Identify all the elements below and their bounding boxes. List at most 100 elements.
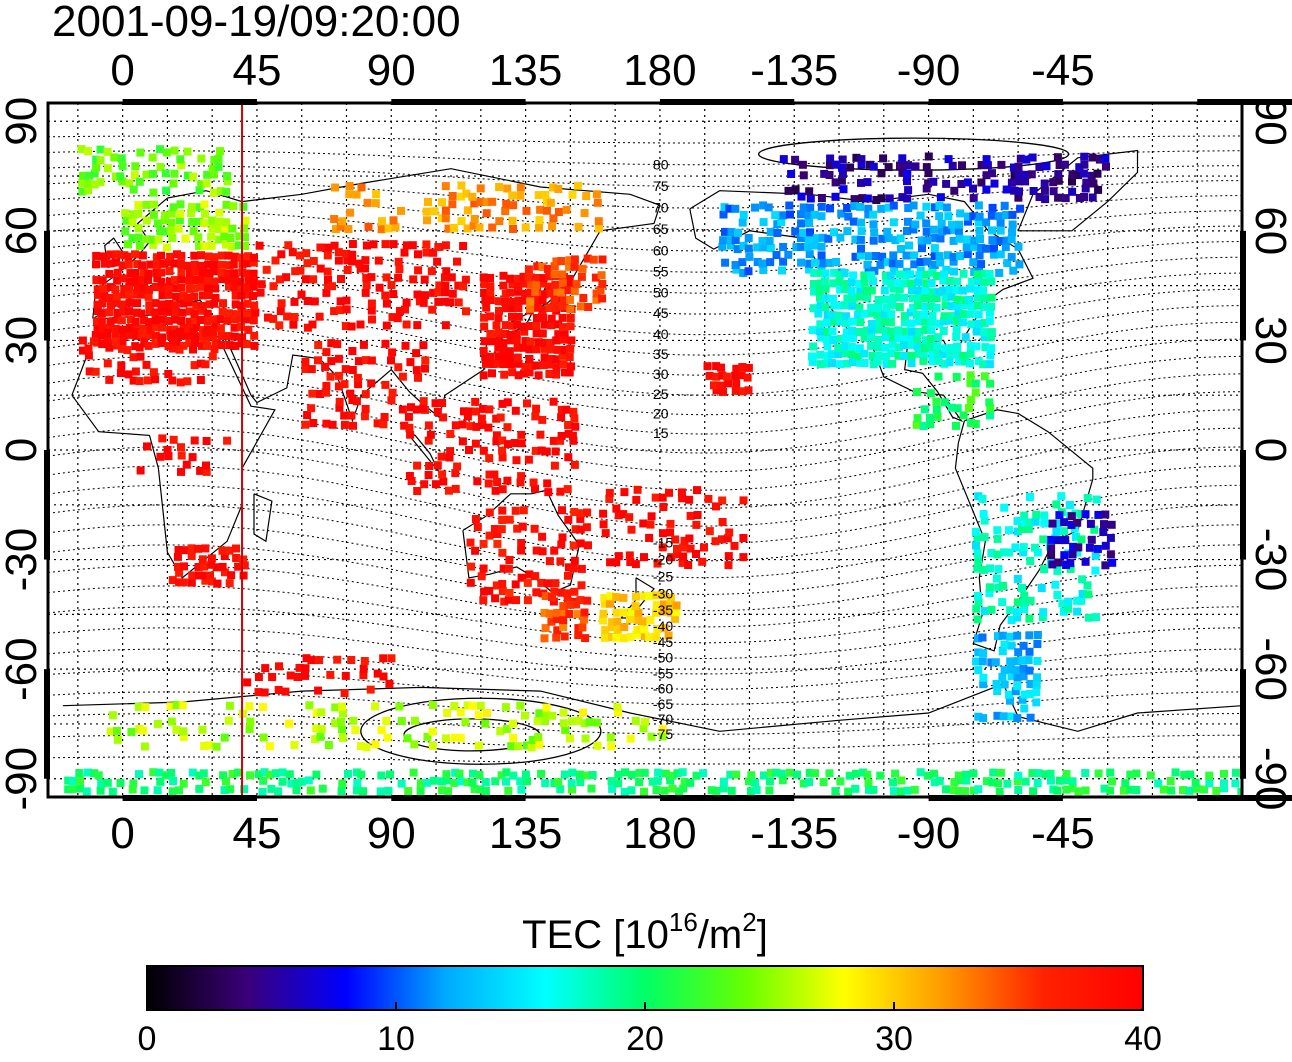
isoline-label: 60 [653, 242, 669, 258]
tec-sample [1074, 171, 1082, 180]
tec-sample [805, 259, 814, 268]
tec-sample [980, 372, 989, 381]
tec-sample [469, 221, 478, 230]
tec-sample [315, 656, 324, 665]
tec-sample [243, 299, 252, 308]
tec-sample [732, 379, 741, 388]
tec-sample [959, 310, 968, 319]
tec-sample [986, 351, 995, 360]
tec-sample [177, 275, 186, 284]
tec-sample [201, 209, 210, 218]
tec-sample [421, 356, 430, 365]
tec-sample [348, 396, 357, 404]
tec-sample [317, 708, 326, 717]
tec-sample [913, 335, 922, 344]
tec-sample [1053, 786, 1062, 795]
tec-sample [551, 355, 560, 364]
tec-sample [368, 315, 376, 324]
tec-sample [170, 169, 179, 178]
tec-sample [262, 265, 271, 274]
tec-sample [897, 245, 905, 253]
tec-sample [758, 237, 767, 245]
frame-tick-bottom [391, 795, 526, 801]
tec-sample [816, 320, 825, 329]
tec-sample [645, 533, 654, 542]
tec-sample [887, 349, 896, 358]
tec-sample [490, 525, 499, 533]
lon-tick-label-bottom: -45 [1031, 809, 1095, 858]
tec-sample [791, 185, 800, 194]
tec-sample [416, 779, 425, 788]
tec-sample [889, 293, 898, 302]
tec-sample [1106, 786, 1115, 795]
tec-sample [841, 342, 850, 351]
tec-sample [438, 777, 446, 786]
tec-sample [121, 209, 130, 218]
tec-sample [999, 712, 1008, 721]
tec-sample [1084, 590, 1093, 599]
tec-sample [732, 770, 741, 779]
tec-sample [576, 539, 585, 548]
tec-sample [765, 777, 774, 786]
tec-sample [993, 711, 1002, 720]
tec-sample [947, 316, 955, 325]
tec-sample [261, 664, 270, 673]
tec-sample [967, 320, 976, 329]
tec-sample [914, 278, 923, 287]
tec-sample [505, 347, 514, 356]
tec-sample [296, 266, 305, 275]
tec-sample [620, 634, 629, 643]
magnetic-isoline [48, 606, 1242, 660]
tec-sample [493, 478, 502, 486]
tec-sample [538, 547, 547, 556]
magnetic-isoline [48, 484, 1242, 562]
tec-sample [523, 777, 531, 786]
tec-sample [334, 248, 343, 257]
tec-sample [765, 786, 774, 795]
tec-sample [120, 290, 129, 299]
tec-sample [499, 564, 508, 573]
tec-sample [869, 162, 878, 171]
tec-sample [412, 366, 421, 375]
tec-sample [337, 275, 345, 283]
tec-sample [210, 299, 219, 308]
tec-sample [181, 546, 190, 555]
tec-sample [874, 296, 883, 304]
tec-sample [862, 326, 871, 335]
tec-sample [935, 776, 944, 785]
tec-sample [168, 234, 177, 242]
tec-sample [589, 255, 598, 264]
tec-sample [498, 587, 507, 595]
tec-sample [99, 324, 107, 333]
tec-sample [554, 185, 563, 193]
tec-sample [471, 397, 480, 406]
tec-sample [188, 453, 197, 462]
tec-sample [133, 299, 142, 308]
tec-sample [1055, 161, 1064, 169]
tec-sample [517, 430, 526, 439]
tec-sample [1154, 779, 1163, 788]
tec-sample [540, 634, 549, 643]
isoline-label: 65 [653, 221, 669, 237]
tec-sample [1071, 532, 1080, 541]
tec-sample [108, 711, 117, 720]
tec-sample [198, 341, 206, 350]
tec-sample [1014, 242, 1023, 251]
tec-sample [562, 405, 571, 414]
tec-sample [177, 267, 186, 276]
frame-tick-top [928, 99, 1063, 105]
tec-sample [1029, 787, 1038, 796]
lon-tick-label-bottom: 90 [367, 809, 416, 858]
tec-sample [211, 260, 220, 269]
tec-sample [381, 380, 390, 389]
tec-sample [234, 241, 243, 250]
tec-sample [572, 600, 580, 609]
tec-sample [558, 270, 567, 279]
tec-sample [668, 771, 677, 780]
tec-sample [345, 190, 354, 199]
tec-sample [873, 357, 882, 366]
tec-sample [605, 488, 614, 497]
tec-sample [820, 169, 829, 178]
tec-sample [497, 771, 506, 780]
tec-sample [772, 251, 781, 259]
